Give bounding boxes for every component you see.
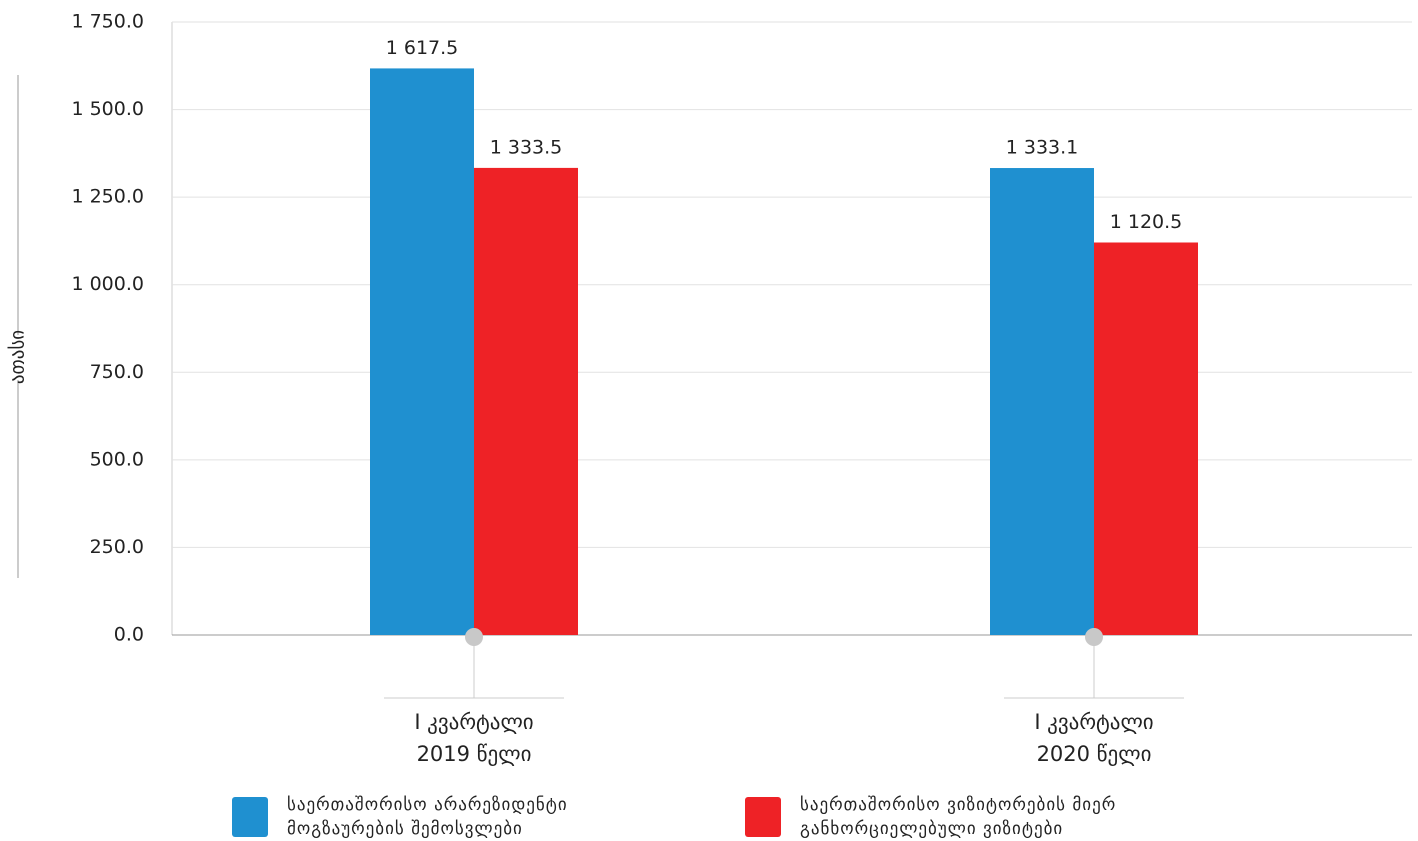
category-dot bbox=[465, 628, 483, 646]
legend-label: საერთაშორისო არარეზიდენტი მოგზაურების შე… bbox=[287, 795, 568, 839]
bar bbox=[1094, 242, 1198, 635]
y-tick-label: 0.0 bbox=[114, 624, 144, 646]
y-tick-label: 750.0 bbox=[90, 361, 144, 383]
legend-swatch bbox=[232, 797, 268, 837]
category-dot bbox=[1085, 628, 1103, 646]
y-tick-label: 1 750.0 bbox=[71, 11, 144, 33]
value-label: 1 120.5 bbox=[1110, 211, 1183, 233]
bar bbox=[990, 168, 1094, 635]
y-tick-label: 250.0 bbox=[90, 536, 144, 558]
value-label: 1 617.5 bbox=[386, 37, 459, 59]
value-label: 1 333.5 bbox=[490, 136, 563, 158]
bar bbox=[474, 167, 578, 636]
y-tick-label: 1 250.0 bbox=[71, 186, 144, 208]
legend-label: საერთაშორისო ვიზიტორების მიერ განხორციელ… bbox=[800, 795, 1117, 839]
y-axis-label: ათასი bbox=[7, 330, 29, 384]
y-tick-label: 1 500.0 bbox=[71, 98, 144, 120]
x-tick-label: I კვარტალი 2020 წელი bbox=[1034, 710, 1154, 766]
value-label: 1 333.1 bbox=[1006, 137, 1079, 159]
y-tick-label: 1 000.0 bbox=[71, 273, 144, 295]
x-tick-label: I კვარტალი 2019 წელი bbox=[414, 710, 534, 766]
y-tick-label: 500.0 bbox=[90, 448, 144, 470]
bar bbox=[370, 68, 474, 636]
legend-swatch bbox=[745, 797, 781, 837]
